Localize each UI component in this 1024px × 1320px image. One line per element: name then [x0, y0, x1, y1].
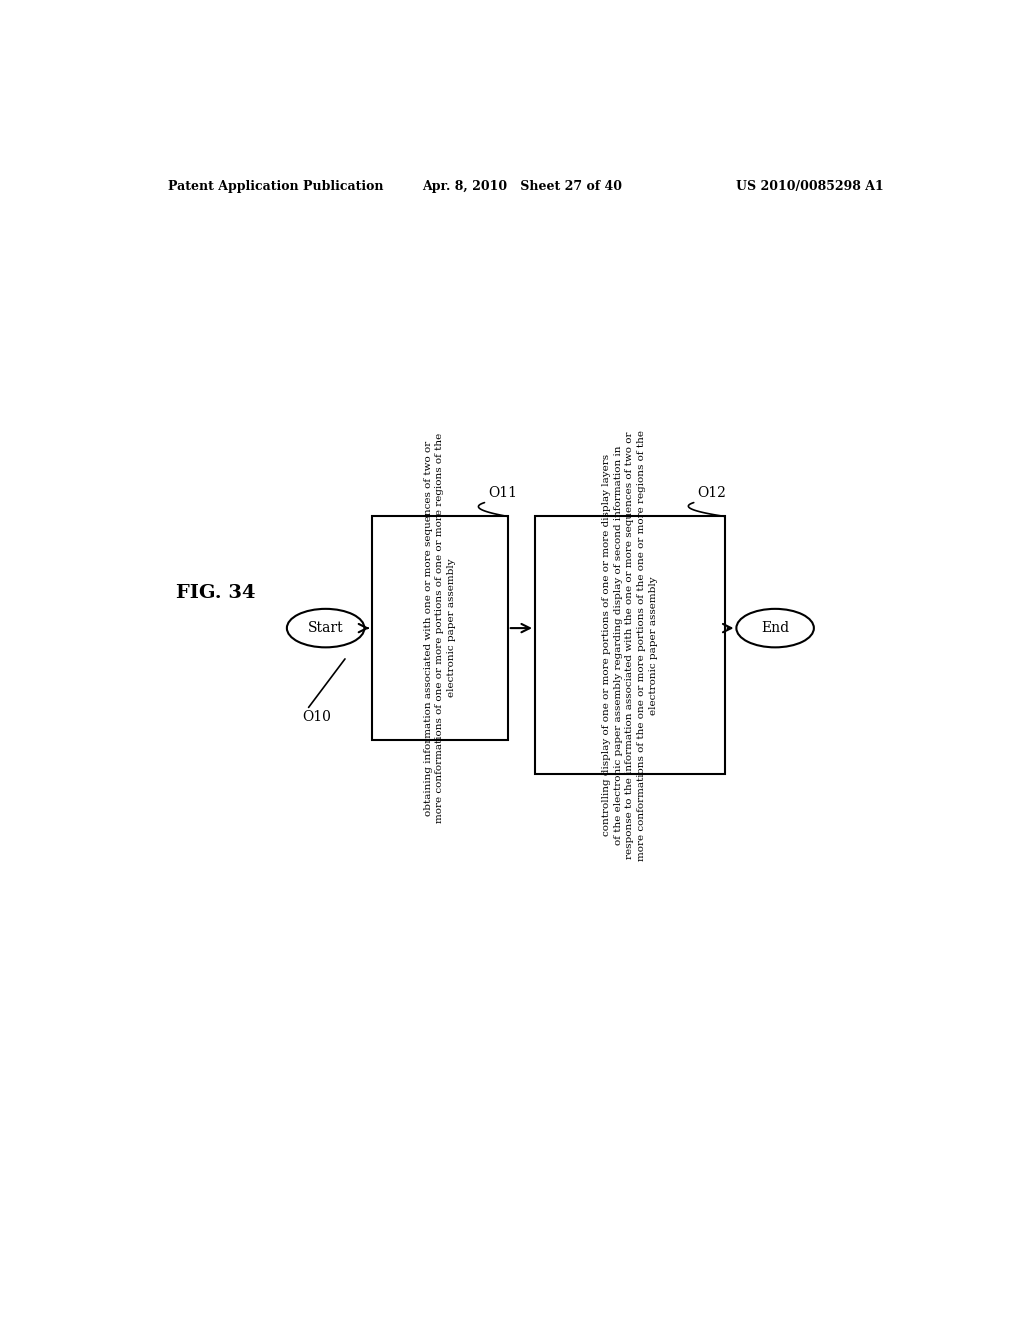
Text: End: End [761, 622, 790, 635]
Text: O12: O12 [697, 486, 726, 500]
Text: controlling display of one or more portions of one or more display layers
of the: controlling display of one or more porti… [602, 430, 657, 861]
Bar [535, 516, 725, 775]
Text: obtaining information associated with one or more sequences of two or
more confo: obtaining information associated with on… [424, 433, 457, 824]
Text: O10: O10 [302, 710, 331, 723]
Text: FIG. 34: FIG. 34 [176, 585, 256, 602]
Text: US 2010/0085298 A1: US 2010/0085298 A1 [736, 180, 884, 193]
Text: Apr. 8, 2010   Sheet 27 of 40: Apr. 8, 2010 Sheet 27 of 40 [423, 180, 623, 193]
Text: Start: Start [308, 622, 343, 635]
Text: O11: O11 [488, 486, 517, 500]
Bar [372, 516, 508, 739]
Text: Patent Application Publication: Patent Application Publication [168, 180, 384, 193]
